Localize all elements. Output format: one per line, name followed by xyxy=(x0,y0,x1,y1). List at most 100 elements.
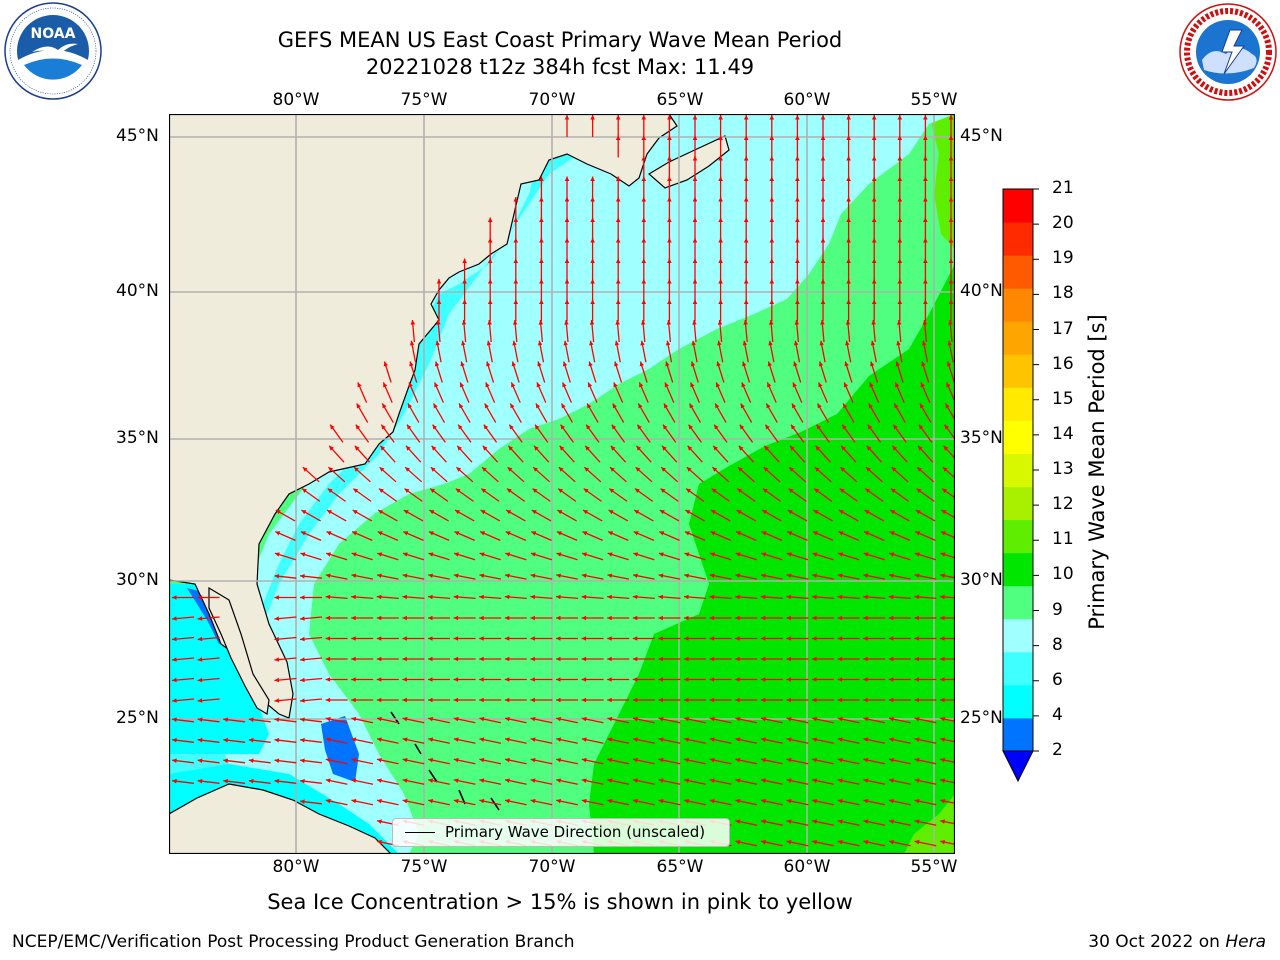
wave-direction-arrowhead xyxy=(945,403,950,409)
wave-direction-arrowhead xyxy=(197,636,203,642)
wave-direction-arrowhead xyxy=(762,510,768,515)
colorbar-tick-label: 4 xyxy=(1052,704,1063,725)
wave-direction-arrowhead xyxy=(712,467,718,472)
wave-direction-arrowhead xyxy=(453,573,459,578)
lon-label-bottom-75w: 75°W xyxy=(400,857,448,877)
wave-direction-arrowhead xyxy=(590,115,595,120)
wave-direction-arrowhead xyxy=(812,697,817,703)
lat-label-left-30n: 30°N xyxy=(116,570,159,590)
wave-period-map[interactable] xyxy=(169,114,955,854)
wave-direction-arrowhead xyxy=(843,382,849,388)
wave-direction-arrowhead xyxy=(922,320,928,325)
wave-direction-arrowhead xyxy=(539,258,544,263)
wave-direction-arrowhead xyxy=(866,445,872,451)
wave-direction-arrowhead xyxy=(635,467,641,472)
wave-direction-arrowhead xyxy=(793,340,799,346)
wave-direction-arrowhead xyxy=(786,656,791,662)
wave-direction-arrowhead xyxy=(531,510,537,515)
wave-direction-arrowhead xyxy=(607,573,613,578)
wave-direction-arrowhead xyxy=(462,258,467,263)
wave-direction-arrowhead xyxy=(658,615,663,621)
wave-direction-arrowhead xyxy=(300,574,305,579)
wave-direction-arrowhead xyxy=(402,615,407,621)
wave-direction-arrowhead xyxy=(632,656,638,662)
wave-direction-arrowhead xyxy=(377,716,382,722)
wave-direction-arrowhead xyxy=(940,697,945,703)
wave-direction-arrowhead xyxy=(505,737,510,742)
wave-direction-arrowhead xyxy=(667,156,672,161)
wave-direction-arrowhead xyxy=(581,636,587,641)
wave-direction-arrowhead xyxy=(917,467,922,472)
wave-direction-arrowhead xyxy=(405,467,410,472)
wave-direction-arrowhead xyxy=(888,636,894,641)
wave-direction-arrowhead xyxy=(863,737,869,742)
wave-direction-arrowhead xyxy=(760,615,766,621)
wave-direction-arrowhead xyxy=(428,573,433,578)
wave-direction-arrowhead xyxy=(383,361,388,367)
wave-direction-arrowhead xyxy=(764,445,770,451)
wave-direction-arrowhead xyxy=(948,279,954,284)
wave-direction-arrowhead xyxy=(404,488,410,493)
wave-direction-arrowhead xyxy=(504,594,510,600)
wave-direction-arrowhead xyxy=(377,737,382,742)
wave-direction-arrowhead xyxy=(845,340,850,346)
arrow-legend: Primary Wave Direction (unscaled) xyxy=(392,818,730,847)
wave-direction-arrowhead xyxy=(351,798,357,804)
wave-direction-arrowhead xyxy=(275,510,281,515)
wave-direction-arrowhead xyxy=(767,361,772,367)
wave-direction-arrowhead xyxy=(889,778,894,783)
wave-direction-arrowhead xyxy=(841,445,846,451)
wave-direction-arrowhead xyxy=(403,510,409,515)
wave-direction-arrowhead xyxy=(530,677,535,682)
wave-direction-arrowhead xyxy=(428,636,433,641)
wave-direction-arrowhead xyxy=(403,531,409,536)
wave-direction-arrowhead xyxy=(837,594,843,600)
wave-direction-arrowhead xyxy=(274,657,280,662)
wave-direction-arrowhead xyxy=(402,697,407,703)
wave-direction-arrowhead xyxy=(505,552,511,557)
wave-direction-arrowhead xyxy=(641,197,647,202)
wave-direction-arrowhead xyxy=(894,403,899,409)
wave-direction-arrowhead xyxy=(795,299,800,304)
wave-direction-arrowhead xyxy=(920,382,925,388)
wave-direction-arrowhead xyxy=(377,552,383,557)
wave-direction-arrowhead xyxy=(172,758,177,763)
wave-direction-arrowhead xyxy=(760,697,766,703)
wave-direction-arrowhead xyxy=(659,531,665,536)
wave-direction-arrowhead xyxy=(302,488,307,493)
wave-direction-arrowhead xyxy=(837,798,843,804)
wave-direction-arrowhead xyxy=(888,677,894,682)
wave-direction-arrowhead xyxy=(658,798,664,804)
wave-direction-arrowhead xyxy=(508,445,514,451)
wave-direction-arrowhead xyxy=(690,382,695,388)
wave-direction-arrowhead xyxy=(761,778,766,783)
wave-direction-arrowhead xyxy=(691,340,696,346)
wave-direction-arrowhead xyxy=(532,488,538,493)
wave-direction-arrowhead xyxy=(692,156,698,161)
wave-direction-arrowhead xyxy=(530,552,536,557)
colorbar-swatch xyxy=(1003,717,1033,752)
wave-direction-arrowhead xyxy=(818,382,823,388)
wave-direction-arrowhead xyxy=(381,424,386,430)
wave-direction-arrowhead xyxy=(607,677,612,682)
wave-direction-arrowhead xyxy=(839,510,844,515)
wave-direction-arrowhead xyxy=(897,238,903,243)
wave-direction-arrowhead xyxy=(820,279,826,284)
wave-direction-arrowhead xyxy=(539,176,544,181)
wave-direction-arrowhead xyxy=(743,135,749,140)
wave-direction-arrowhead xyxy=(812,656,817,662)
wave-direction-arrowhead xyxy=(453,737,459,742)
wave-direction-arrowhead xyxy=(897,279,903,284)
wave-direction-arrowhead xyxy=(530,615,535,621)
wave-direction-arrowhead xyxy=(846,217,851,222)
wave-direction-arrowhead xyxy=(816,424,821,430)
wave-direction-arrowhead xyxy=(487,279,493,284)
wave-direction-arrowhead xyxy=(820,258,826,263)
wave-direction-arrowhead xyxy=(172,737,177,743)
wave-direction-arrowhead xyxy=(505,757,510,763)
wave-direction-arrowhead xyxy=(921,340,927,346)
wave-direction-arrowhead xyxy=(355,424,361,430)
wave-direction-arrowhead xyxy=(589,340,594,346)
florida-land xyxy=(208,586,270,715)
lat-label-left-35n: 35°N xyxy=(116,428,159,448)
